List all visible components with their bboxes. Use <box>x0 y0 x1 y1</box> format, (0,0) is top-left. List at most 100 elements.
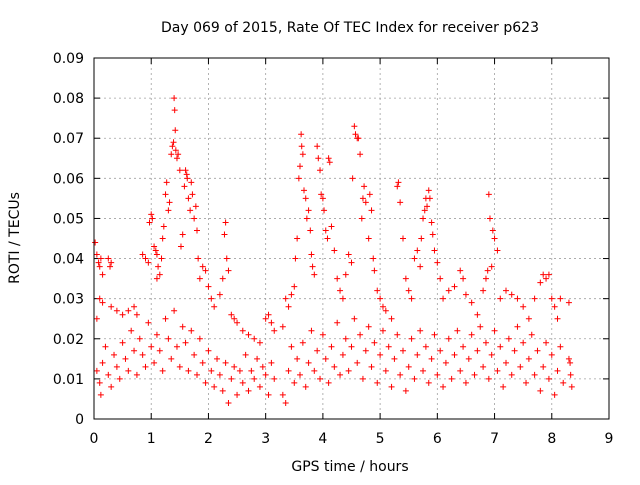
data-point <box>165 335 172 342</box>
data-point <box>205 347 212 354</box>
data-point <box>484 267 491 274</box>
data-point <box>345 367 352 374</box>
data-point <box>424 203 431 210</box>
data-point <box>468 299 475 306</box>
data-point <box>339 351 346 358</box>
data-point <box>301 187 308 194</box>
data-point <box>420 367 427 374</box>
x-tick-label: 0 <box>90 431 99 447</box>
data-point <box>377 295 384 302</box>
y-tick-label: 0.09 <box>53 51 84 67</box>
data-point <box>228 375 235 382</box>
data-point <box>437 347 444 354</box>
data-point <box>202 379 209 386</box>
data-point <box>314 347 321 354</box>
data-point <box>497 295 504 302</box>
data-point <box>223 255 230 262</box>
data-point <box>334 275 341 282</box>
x-tick-label: 5 <box>376 431 385 447</box>
data-point <box>282 399 289 406</box>
data-point <box>349 175 356 182</box>
data-point <box>508 371 515 378</box>
data-point <box>265 391 272 398</box>
data-point <box>488 351 495 358</box>
y-tick-label: 0.05 <box>53 211 84 227</box>
data-point <box>462 291 469 298</box>
data-point <box>480 287 487 294</box>
data-point <box>99 271 106 278</box>
data-point <box>362 347 369 354</box>
data-point <box>411 255 418 262</box>
data-point <box>214 355 221 362</box>
data-point <box>351 315 358 322</box>
data-point <box>445 335 452 342</box>
data-point <box>225 399 232 406</box>
data-point <box>348 343 355 350</box>
data-point <box>400 347 406 354</box>
data-point <box>402 275 409 282</box>
data-point <box>482 339 489 346</box>
data-point <box>414 351 421 358</box>
data-point <box>151 243 158 250</box>
data-point <box>97 255 104 262</box>
data-point <box>131 303 138 310</box>
data-point <box>305 207 312 214</box>
data-point <box>297 371 303 378</box>
axis-ticks: 0 1 2 3 4 5 6 7 8 9 0 0.01 0.02 0.03 0.04 0.05 0.06 0.07 0… <box>53 51 614 447</box>
data-point <box>440 295 447 302</box>
data-point <box>146 219 153 226</box>
data-point <box>298 143 305 150</box>
data-point <box>431 247 438 254</box>
data-point <box>348 259 355 266</box>
data-point <box>428 355 435 362</box>
data-point <box>309 263 316 270</box>
data-point <box>194 227 200 234</box>
data-point <box>105 255 112 262</box>
data-point <box>177 243 184 250</box>
data-point <box>368 207 375 214</box>
data-point <box>471 371 478 378</box>
data-point <box>202 267 209 274</box>
data-point <box>460 275 467 282</box>
data-point <box>434 259 441 266</box>
data-point <box>311 367 318 374</box>
data-point <box>251 335 258 342</box>
data-point <box>417 327 424 334</box>
data-point <box>139 251 146 258</box>
data-point <box>359 195 366 202</box>
data-point <box>361 183 368 190</box>
data-point <box>282 295 289 302</box>
data-point <box>156 271 163 278</box>
data-point <box>551 391 558 398</box>
data-point <box>297 163 303 170</box>
data-point <box>271 375 278 382</box>
data-point <box>382 367 389 374</box>
data-point <box>163 179 170 186</box>
data-point <box>366 191 373 198</box>
data-point <box>325 379 332 386</box>
data-point <box>388 315 395 322</box>
data-point <box>111 351 118 358</box>
data-point <box>211 383 218 390</box>
data-point <box>199 263 206 270</box>
data-point <box>394 183 401 190</box>
data-point <box>216 371 223 378</box>
data-point <box>93 315 100 322</box>
data-point <box>225 267 232 274</box>
data-point <box>395 179 402 186</box>
data-point <box>523 379 530 386</box>
data-point <box>365 323 372 330</box>
data-point <box>187 207 194 214</box>
data-point <box>256 339 263 346</box>
data-point <box>168 151 175 158</box>
data-point <box>308 251 315 258</box>
data-point <box>292 255 299 262</box>
data-point <box>543 339 550 346</box>
y-tick-label: 0 <box>75 412 84 428</box>
data-point <box>172 127 179 134</box>
data-point <box>298 131 305 138</box>
data-point <box>291 379 298 386</box>
data-point <box>328 343 335 350</box>
data-point <box>188 327 195 334</box>
